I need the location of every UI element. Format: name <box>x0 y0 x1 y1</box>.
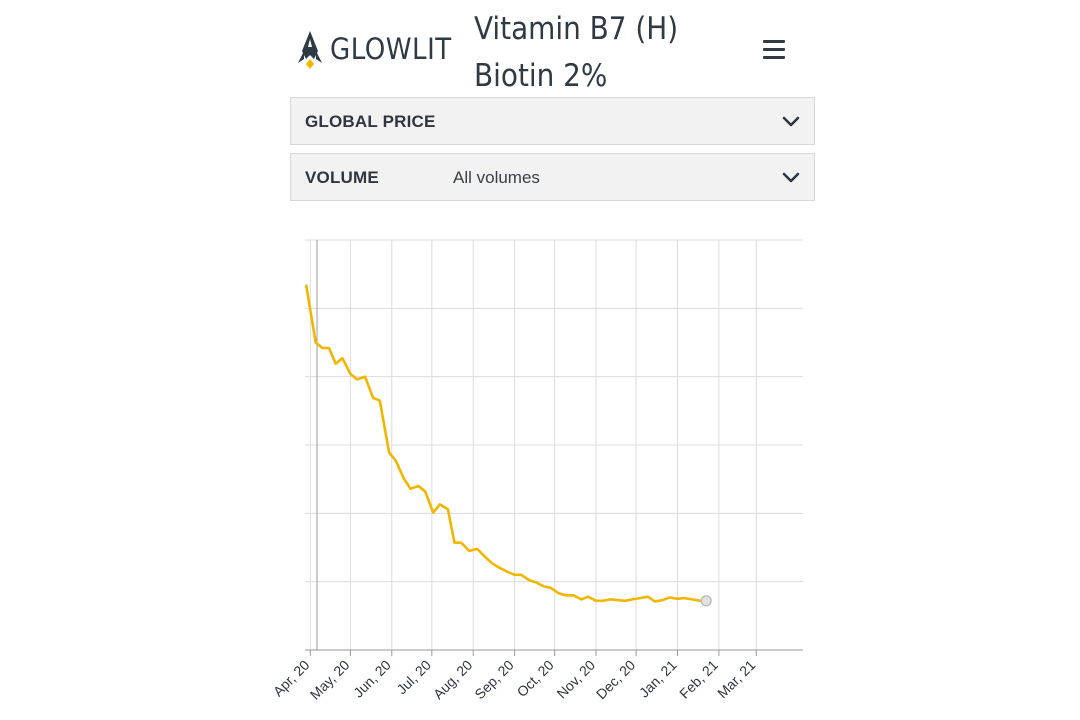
series-end-marker <box>700 595 712 607</box>
brand-name: GLOWLIT <box>330 32 452 66</box>
chevron-down-icon <box>782 116 800 127</box>
series-line <box>304 284 702 603</box>
x-tick-label: Jan, 21 <box>636 657 680 701</box>
x-tick-label: Aug, 20 <box>430 657 476 703</box>
x-tick-label: Apr, 20 <box>270 657 313 700</box>
volume-label: VOLUME <box>305 168 379 187</box>
brand-logo[interactable]: GLOWLIT <box>296 28 452 70</box>
page-title: Vitamin B7 (H) Biotin 2% <box>474 6 734 100</box>
page-title-line1: Vitamin B7 (H) <box>474 11 679 47</box>
x-tick-label: Sep, 20 <box>471 657 517 703</box>
global-price-dropdown[interactable]: GLOBAL PRICE <box>290 97 815 145</box>
global-price-label: GLOBAL PRICE <box>305 112 436 131</box>
chevron-down-icon <box>782 172 800 183</box>
hamburger-menu-icon[interactable] <box>760 36 788 62</box>
x-tick-label: Jun, 20 <box>350 657 394 701</box>
x-tick-label: Jul, 20 <box>393 657 434 698</box>
x-tick-label: Feb, 21 <box>676 657 721 702</box>
x-tick-label: Mar, 21 <box>714 657 758 701</box>
page-title-line2: Biotin 2% <box>474 58 608 94</box>
x-tick-label: May, 20 <box>307 657 353 703</box>
rocket-logo-icon <box>296 29 324 69</box>
x-tick-label: Dec, 20 <box>593 657 639 703</box>
x-tick-label: Oct, 20 <box>514 657 557 700</box>
volume-selected-value: All volumes <box>453 168 540 187</box>
volume-dropdown[interactable]: VOLUME All volumes <box>290 153 815 201</box>
x-tick-label: Nov, 20 <box>553 657 598 702</box>
